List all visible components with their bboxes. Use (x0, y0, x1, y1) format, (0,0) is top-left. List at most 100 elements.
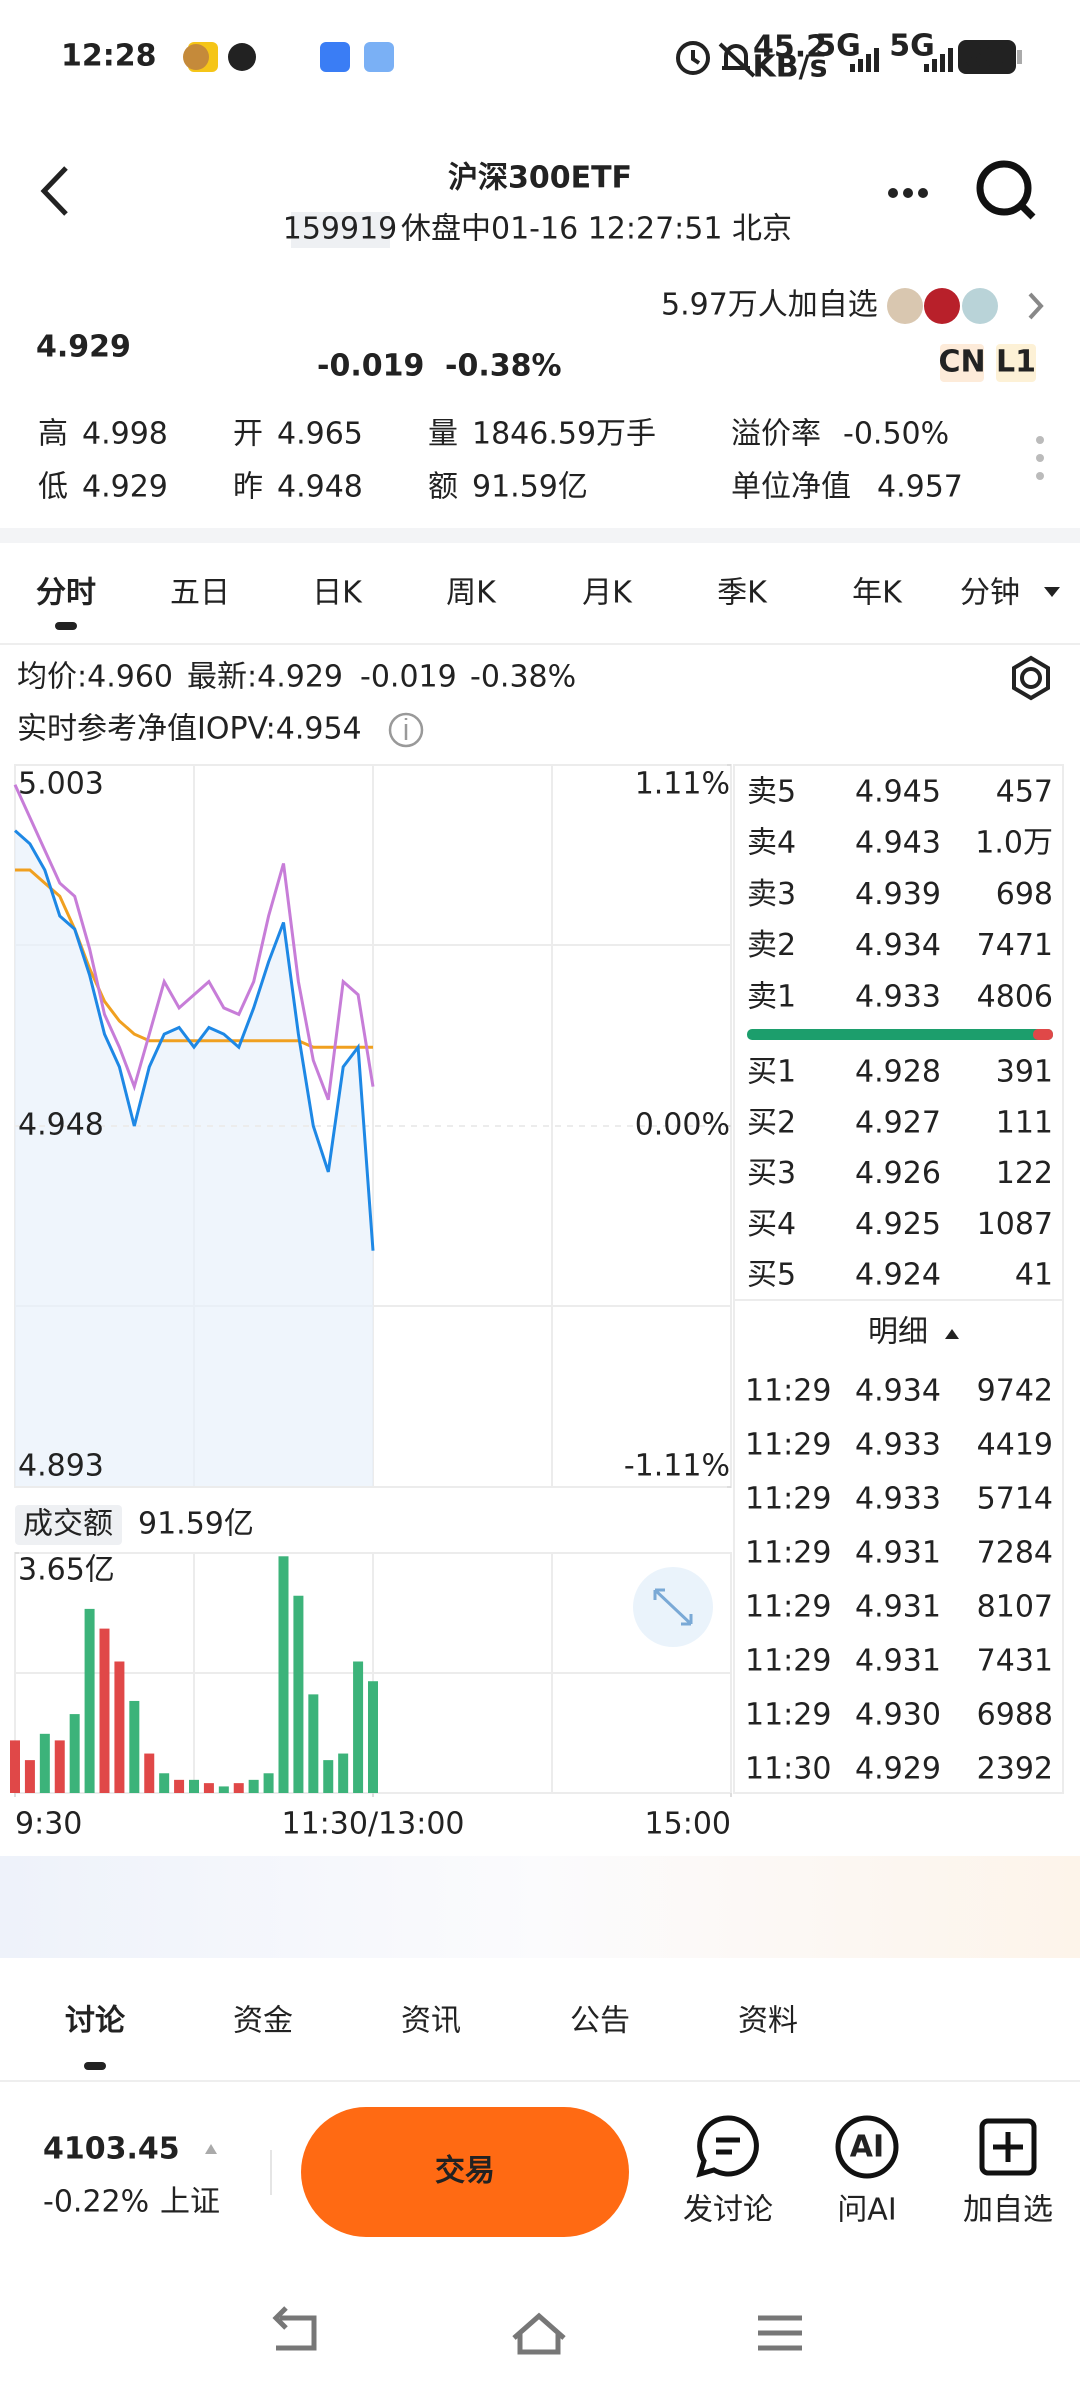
chart-tab[interactable]: 分时 (36, 576, 96, 611)
chart-tab[interactable]: 月K (582, 576, 633, 611)
volume-bar (323, 1760, 334, 1793)
section-tab[interactable]: 资料 (738, 2004, 798, 2039)
stat-value: -0.50% (843, 417, 949, 452)
index-change: -0.22% (43, 2185, 149, 2220)
index-name: 上证 (160, 2185, 220, 2220)
legend-iopv: 实时参考净值IOPV:4.954 (17, 712, 362, 747)
tab-indicator (84, 2062, 106, 2070)
settings-button[interactable] (1012, 655, 1050, 701)
banner (0, 1856, 1080, 1958)
order-label: 买1 (747, 1055, 796, 1090)
stats-more[interactable] (1036, 436, 1044, 480)
tab-indicator (55, 622, 77, 630)
volume-bar (129, 1700, 140, 1793)
trade-time: 11:30 (745, 1752, 831, 1787)
chart-tab[interactable]: 季K (717, 576, 768, 611)
y-tick-label: 4.948 (18, 1108, 104, 1143)
order-label: 买4 (747, 1207, 796, 1242)
stat-label: 低 (38, 470, 68, 505)
order-volume: 698 (996, 877, 1053, 912)
order-volume: 1.0万 (975, 826, 1053, 861)
battery-level: 66 (963, 40, 1005, 75)
trade-price: 4.933 (855, 1428, 941, 1463)
trade-price: 4.930 (855, 1698, 941, 1733)
order-volume: 7471 (977, 928, 1053, 963)
action-icons[interactable] (696, 2115, 1037, 2179)
nav-bar[interactable] (272, 2306, 802, 2355)
chart-tab[interactable]: 年K (852, 576, 903, 611)
expand-button[interactable] (633, 1567, 713, 1647)
trades-title[interactable]: 明细 (868, 1315, 928, 1350)
legend-change: -0.019 (360, 660, 457, 695)
section-tab[interactable]: 资金 (233, 2004, 293, 2039)
more-button[interactable] (888, 188, 928, 198)
trade-label[interactable]: 交易 (435, 2154, 495, 2189)
volume-total: 91.59亿 (138, 1507, 254, 1542)
order-price: 4.926 (855, 1156, 941, 1191)
volume-bar (218, 1786, 229, 1793)
volume-bar (174, 1779, 185, 1793)
status-icons (676, 41, 756, 78)
ai-icon-text: AI (850, 2130, 884, 2165)
trade-price: 4.931 (855, 1590, 941, 1625)
index-value: 4103.45 (43, 2132, 180, 2167)
order-volume: 41 (1015, 1258, 1053, 1293)
dropdown-arrow[interactable] (1044, 587, 1060, 597)
order-volume: 457 (996, 775, 1053, 810)
trade-button[interactable] (301, 2107, 629, 2237)
chart-tab[interactable]: 周K (446, 576, 497, 611)
order-price: 4.945 (855, 775, 941, 810)
market-status: 休盘中01-16 12:27:51 北京 (401, 212, 792, 247)
info-icon[interactable] (388, 712, 424, 748)
legend-latest: 最新:4.929 (187, 660, 343, 695)
chart-tab[interactable]: 五日 (170, 576, 230, 611)
watchers-arrow[interactable] (1028, 292, 1044, 320)
sort-arrow[interactable] (945, 1329, 959, 1339)
action-label[interactable]: 问AI (837, 2193, 896, 2228)
trade-price: 4.933 (855, 1482, 941, 1517)
trade-volume: 2392 (977, 1752, 1053, 1787)
trade-volume: 9742 (977, 1374, 1053, 1409)
order-label: 卖2 (747, 928, 796, 963)
watchers: 5.97万人加自选 (661, 288, 878, 323)
signal-bars (183, 42, 953, 72)
order-price: 4.927 (855, 1105, 941, 1140)
index-arrow (205, 2144, 217, 2154)
trade-price: 4.934 (855, 1374, 941, 1409)
legend-pct: -0.38% (470, 660, 576, 695)
volume-bar (308, 1694, 319, 1793)
depth-bar-ask (1033, 1029, 1053, 1040)
search-button[interactable] (976, 160, 1036, 220)
chart-tab[interactable]: 分钟 (960, 576, 1020, 611)
order-label: 买5 (747, 1258, 796, 1293)
stat-label: 量 (428, 417, 458, 452)
change: -0.019 (317, 349, 424, 384)
trade-time: 11:29 (745, 1590, 831, 1625)
trade-volume: 5714 (977, 1482, 1053, 1517)
action-label[interactable]: 加自选 (963, 2193, 1053, 2228)
volume-bar (39, 1733, 50, 1793)
chart-tab[interactable]: 日K (312, 576, 363, 611)
x-tick-label: 15:00 (645, 1807, 731, 1842)
stat-value: 4.929 (82, 470, 168, 505)
net-speed: 45.2 (753, 30, 827, 65)
back-button[interactable] (40, 166, 68, 216)
volume-bar (10, 1740, 20, 1793)
y-tick-label: 4.893 (18, 1449, 104, 1484)
status-time: 12:28 (61, 39, 157, 74)
action-label[interactable]: 发讨论 (683, 2193, 773, 2228)
order-price: 4.925 (855, 1207, 941, 1242)
price: 4.929 (36, 330, 131, 365)
trade-price: 4.929 (855, 1752, 941, 1787)
stat-label: 额 (428, 470, 458, 505)
volume-bar (278, 1556, 289, 1793)
stat-value: 91.59亿 (472, 470, 588, 505)
volume-bar (338, 1753, 349, 1793)
section-tab[interactable]: 资讯 (401, 2004, 461, 2039)
section-tab[interactable]: 公告 (570, 2004, 630, 2039)
trade-time: 11:29 (745, 1482, 831, 1517)
stat-label: 高 (38, 417, 68, 452)
y2-tick-label: 0.00% (635, 1108, 730, 1143)
section-tab[interactable]: 讨论 (65, 2004, 126, 2039)
